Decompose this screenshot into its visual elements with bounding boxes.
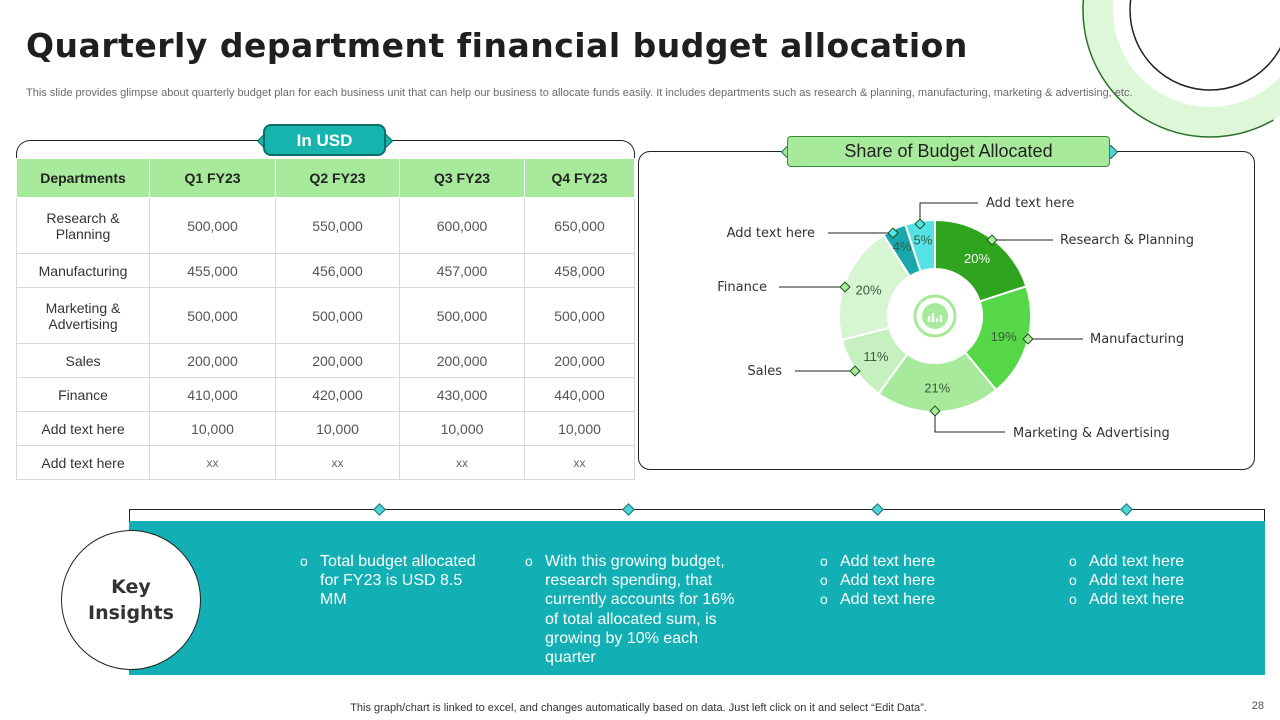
table-row: Sales 200,000 200,000 200,000 200,000: [16, 343, 635, 378]
insights-right-tick: [1264, 509, 1265, 521]
insights-left-tick: [129, 509, 130, 521]
currency-tag: In USD: [263, 124, 386, 156]
table-header: Q3 FY23: [399, 158, 525, 198]
page-number: 28: [1251, 700, 1264, 712]
table-header-row: Departments Q1 FY23 Q2 FY23 Q3 FY23 Q4 F…: [16, 158, 635, 198]
insight-list: Add text here Add text here Add text her…: [820, 552, 1000, 610]
department-cell: Add text here: [16, 445, 150, 480]
table-row: Research & Planning 500,000 550,000 600,…: [16, 197, 635, 254]
value-cell: 456,000: [275, 253, 400, 288]
callout-label: Finance: [717, 280, 767, 295]
pie-percent-label: 19%: [991, 329, 1017, 344]
department-cell: Add text here: [16, 411, 150, 446]
chart-center-icon: [922, 303, 948, 329]
page-title: Quarterly department financial budget al…: [26, 26, 968, 65]
footer-note: This graph/chart is linked to excel, and…: [0, 702, 1280, 714]
pie-slice: [904, 218, 936, 273]
insight-list: With this growing budget, research spend…: [525, 552, 735, 667]
value-cell: 10,000: [275, 411, 400, 446]
insight-list: Total budget allocated for FY23 is USD 8…: [300, 552, 480, 610]
center-icon-bar: [935, 318, 939, 322]
callout-label: Add text here: [727, 226, 815, 241]
insight-item: With this growing budget, research spend…: [525, 552, 735, 667]
decorative-ring: [1082, 0, 1280, 138]
value-cell: 500,000: [275, 287, 400, 344]
insight-item: Add text here: [1069, 590, 1249, 609]
budget-table: Departments Q1 FY23 Q2 FY23 Q3 FY23 Q4 F…: [16, 158, 635, 480]
chart-title: Share of Budget Allocated: [787, 136, 1110, 167]
insight-item: Add text here: [820, 571, 1000, 590]
callout-label: Manufacturing: [1090, 332, 1184, 347]
callout-line: [934, 411, 1005, 433]
callout-line: [919, 202, 978, 224]
department-cell: Marketing & Advertising: [16, 287, 150, 344]
callout-diamond: [1022, 333, 1034, 345]
center-icon-bar: [931, 313, 935, 322]
pie-percent-label: 20%: [964, 251, 990, 266]
insight-list: Add text here Add text here Add text her…: [1069, 552, 1249, 610]
table-header: Q2 FY23: [275, 158, 400, 198]
value-cell: xx: [399, 445, 525, 480]
key-insights-badge: Key Insights: [61, 530, 201, 670]
table-header: Departments: [16, 158, 150, 198]
table-row: Add text here 10,000 10,000 10,000 10,00…: [16, 411, 635, 446]
table-header: Q4 FY23: [524, 158, 635, 198]
pie-slice: [963, 285, 1032, 392]
value-cell: 550,000: [275, 197, 400, 254]
center-icon-bar: [939, 315, 943, 322]
pie-percent-label: 4%: [893, 239, 912, 254]
callout-label: Add text here: [986, 196, 1074, 211]
callout-label: Research & Planning: [1060, 233, 1194, 248]
pie-percent-label: 11%: [863, 349, 888, 364]
callout-label: Marketing & Advertising: [1013, 426, 1170, 441]
value-cell: 10,000: [524, 411, 635, 446]
insights-top-line: [129, 509, 1264, 510]
table-header: Q1 FY23: [149, 158, 276, 198]
callout-diamond: [914, 218, 926, 230]
footer-text: This graph/chart is linked to excel, and…: [350, 702, 927, 714]
table-row: Add text here xx xx xx xx: [16, 445, 635, 480]
value-cell: 650,000: [524, 197, 635, 254]
pie-slice: [877, 350, 998, 413]
department-cell: Manufacturing: [16, 253, 150, 288]
key-insights-title: Key Insights: [88, 576, 174, 624]
value-cell: 455,000: [149, 253, 276, 288]
callout-label: Sales: [747, 364, 782, 379]
pie-percent-label: 5%: [913, 232, 932, 247]
value-cell: 457,000: [399, 253, 525, 288]
insight-item: Add text here: [820, 590, 1000, 609]
value-cell: xx: [275, 445, 400, 480]
value-cell: 410,000: [149, 377, 276, 412]
value-cell: 10,000: [399, 411, 525, 446]
center-icon-bar: [927, 316, 931, 322]
pie-percent-label: 21%: [924, 380, 950, 395]
value-cell: 500,000: [149, 287, 276, 344]
insight-item: Total budget allocated for FY23 is USD 8…: [300, 552, 480, 610]
center-icon-ring: [913, 294, 957, 338]
value-cell: 458,000: [524, 253, 635, 288]
value-cell: 500,000: [399, 287, 525, 344]
callout-diamond: [929, 405, 941, 417]
insight-item: Add text here: [1069, 552, 1249, 571]
table-row: Manufacturing 455,000 456,000 457,000 45…: [16, 253, 635, 288]
value-cell: 500,000: [149, 197, 276, 254]
table-row: Marketing & Advertising 500,000 500,000 …: [16, 287, 635, 344]
value-cell: 200,000: [524, 343, 635, 378]
pie-percent-label: 20%: [856, 283, 882, 298]
insight-item: Add text here: [820, 552, 1000, 571]
insight-item: Add text here: [1069, 571, 1249, 590]
callout-diamond: [839, 281, 851, 293]
department-cell: Sales: [16, 343, 150, 378]
page-subtitle: This slide provides glimpse about quarte…: [26, 87, 1133, 99]
callout-diamond: [887, 227, 899, 239]
value-cell: xx: [524, 445, 635, 480]
value-cell: 440,000: [524, 377, 635, 412]
callout-diamond: [986, 234, 998, 246]
callout-diamond: [849, 365, 861, 377]
